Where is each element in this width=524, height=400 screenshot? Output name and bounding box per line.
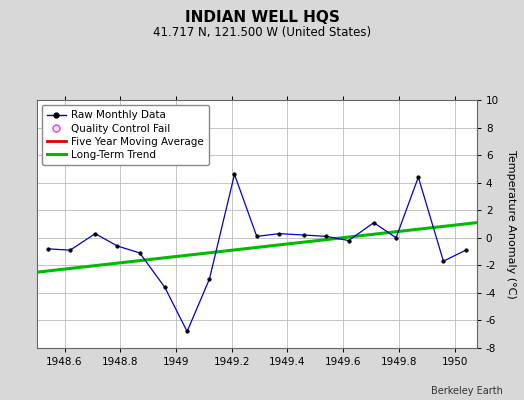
Text: INDIAN WELL HQS: INDIAN WELL HQS (184, 10, 340, 25)
Y-axis label: Temperature Anomaly (°C): Temperature Anomaly (°C) (506, 150, 516, 298)
Text: Berkeley Earth: Berkeley Earth (431, 386, 503, 396)
Legend: Raw Monthly Data, Quality Control Fail, Five Year Moving Average, Long-Term Tren: Raw Monthly Data, Quality Control Fail, … (42, 105, 209, 165)
Text: 41.717 N, 121.500 W (United States): 41.717 N, 121.500 W (United States) (153, 26, 371, 39)
